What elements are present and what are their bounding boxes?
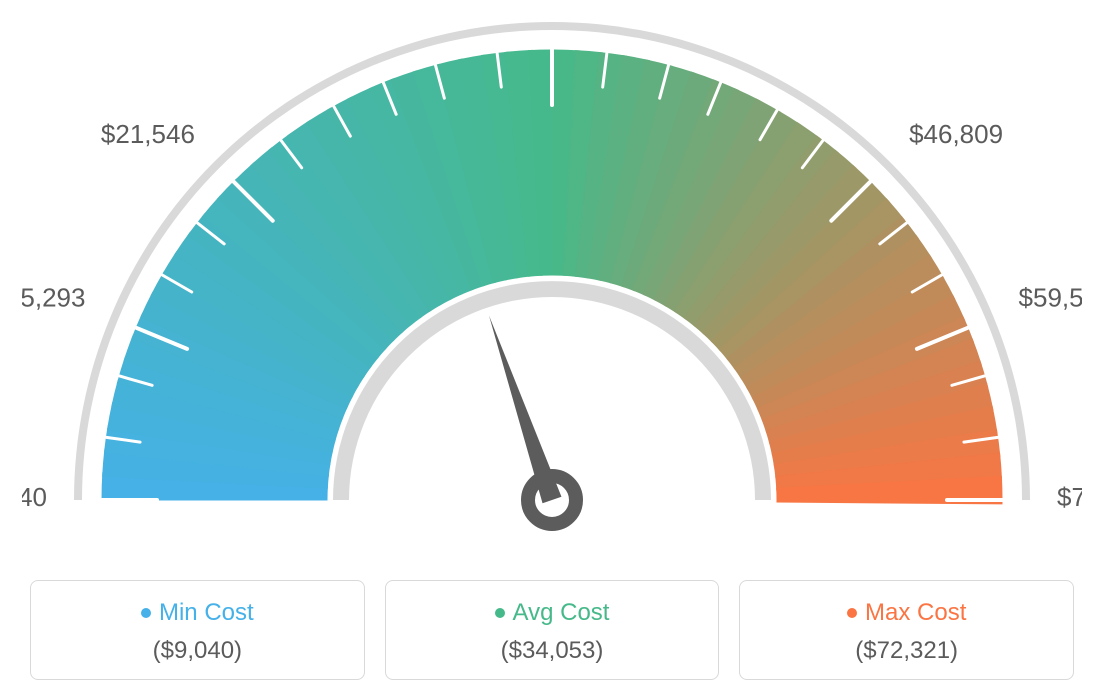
legend-value-min: ($9,040) — [41, 637, 354, 665]
legend-dot-avg — [495, 608, 505, 618]
svg-text:$15,293: $15,293 — [22, 283, 85, 313]
svg-text:$9,040: $9,040 — [22, 482, 47, 512]
svg-text:$72,321: $72,321 — [1057, 482, 1082, 512]
legend-title-min: Min Cost — [141, 599, 254, 627]
legend-title-avg: Avg Cost — [495, 599, 610, 627]
legend-label-min: Min Cost — [159, 599, 254, 627]
legend-label-avg: Avg Cost — [513, 599, 610, 627]
legend-label-max: Max Cost — [865, 599, 966, 627]
legend-row: Min Cost ($9,040) Avg Cost ($34,053) Max… — [20, 580, 1084, 680]
legend-value-avg: ($34,053) — [396, 637, 709, 665]
legend-dot-max — [847, 608, 857, 618]
legend-value-max: ($72,321) — [750, 637, 1063, 665]
legend-card-min: Min Cost ($9,040) — [30, 580, 365, 680]
legend-card-max: Max Cost ($72,321) — [739, 580, 1074, 680]
legend-title-max: Max Cost — [847, 599, 966, 627]
cost-gauge-chart: $9,040$15,293$21,546$34,053$46,809$59,56… — [20, 20, 1084, 680]
svg-text:$46,809: $46,809 — [909, 119, 1003, 149]
legend-card-avg: Avg Cost ($34,053) — [385, 580, 720, 680]
legend-dot-min — [141, 608, 151, 618]
svg-text:$59,565: $59,565 — [1019, 283, 1082, 313]
svg-text:$21,546: $21,546 — [101, 119, 195, 149]
gauge-wrap: $9,040$15,293$21,546$34,053$46,809$59,56… — [20, 20, 1084, 550]
gauge-svg: $9,040$15,293$21,546$34,053$46,809$59,56… — [22, 20, 1082, 550]
